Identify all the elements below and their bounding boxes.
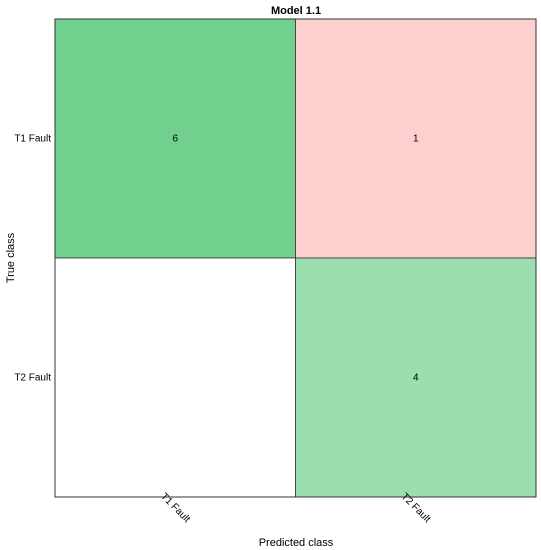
chart-title: Model 1.1 <box>271 5 321 17</box>
cell-value-1-2: 1 <box>413 134 419 145</box>
matrix-cell-1-1 <box>54 18 296 259</box>
y-tick-labels: T1 Fault T2 Fault <box>14 134 51 384</box>
matrix-cell-1-2 <box>295 18 537 259</box>
plot-frame <box>54 18 537 498</box>
matrix-cell-2-2 <box>295 257 537 498</box>
matrix-cell-2-1 <box>54 257 296 498</box>
cell-value-2-2: 4 <box>413 373 419 384</box>
matrix-cells: 6 1 4 <box>54 18 537 498</box>
y-tick-label-2: T2 Fault <box>14 373 51 384</box>
y-axis-label: True class <box>5 232 17 283</box>
x-axis-label: Predicted class <box>259 537 334 549</box>
y-tick-label-1: T1 Fault <box>14 134 51 145</box>
cell-value-1-1: 6 <box>172 134 178 145</box>
